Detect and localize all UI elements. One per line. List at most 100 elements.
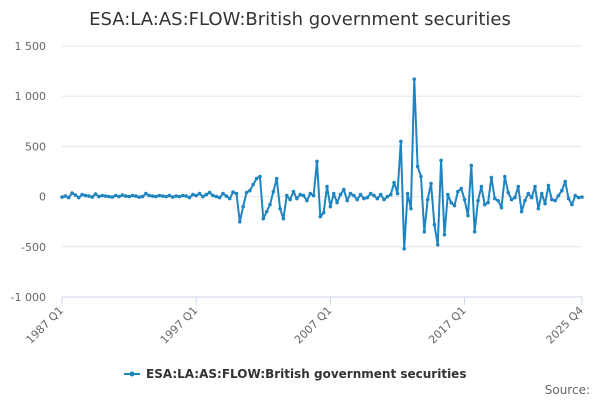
data-point[interactable] [251, 182, 256, 187]
data-point[interactable] [526, 191, 531, 196]
data-point[interactable] [144, 191, 148, 196]
data-point[interactable] [556, 193, 561, 198]
data-point[interactable] [399, 139, 403, 144]
data-point[interactable] [87, 194, 91, 198]
data-point[interactable] [110, 195, 115, 199]
data-point[interactable] [117, 194, 121, 199]
data-point[interactable] [244, 190, 249, 195]
data-point[interactable] [546, 183, 551, 188]
data-point[interactable] [93, 192, 98, 196]
data-point[interactable] [305, 198, 309, 203]
data-point[interactable] [180, 193, 185, 198]
data-point[interactable] [274, 176, 279, 181]
data-point[interactable] [107, 194, 111, 199]
data-point[interactable] [378, 192, 383, 197]
data-point[interactable] [439, 158, 443, 163]
data-point[interactable] [409, 206, 413, 211]
data-point[interactable] [258, 174, 262, 179]
data-point[interactable] [402, 247, 406, 251]
data-point[interactable] [325, 184, 329, 189]
data-point[interactable] [385, 194, 390, 199]
data-point[interactable] [492, 196, 497, 201]
data-point[interactable] [533, 184, 537, 189]
data-point[interactable] [496, 198, 500, 203]
data-point[interactable] [506, 190, 510, 195]
data-point[interactable] [76, 195, 81, 200]
data-point[interactable] [429, 181, 433, 186]
data-point[interactable] [576, 195, 581, 200]
data-point[interactable] [513, 195, 517, 200]
data-point[interactable] [355, 197, 360, 202]
data-point[interactable] [352, 193, 356, 198]
data-point[interactable] [523, 198, 527, 203]
data-point[interactable] [66, 195, 71, 200]
data-point[interactable] [150, 194, 155, 198]
data-point[interactable] [550, 197, 554, 202]
data-point[interactable] [543, 201, 547, 206]
data-point[interactable] [331, 191, 336, 196]
data-point[interactable] [348, 191, 353, 196]
data-point[interactable] [342, 187, 346, 192]
data-point[interactable] [211, 193, 215, 198]
data-point[interactable] [90, 195, 94, 199]
legend-label[interactable]: ESA:LA:AS:FLOW:British government securi… [146, 367, 466, 381]
data-point[interactable] [486, 200, 490, 205]
data-point[interactable] [271, 189, 276, 194]
data-point[interactable] [301, 193, 306, 198]
data-point[interactable] [194, 193, 198, 198]
data-point[interactable] [261, 216, 266, 221]
data-point[interactable] [382, 197, 386, 202]
data-point[interactable] [160, 194, 165, 198]
data-point[interactable] [197, 191, 202, 196]
data-point[interactable] [338, 192, 343, 197]
data-point[interactable] [358, 192, 363, 197]
data-point[interactable] [207, 190, 212, 195]
data-point[interactable] [97, 194, 101, 199]
data-point[interactable] [328, 204, 333, 209]
data-point[interactable] [167, 193, 172, 198]
data-point[interactable] [570, 202, 574, 207]
data-point[interactable] [516, 184, 521, 189]
data-point[interactable] [227, 196, 232, 201]
data-point[interactable] [476, 198, 480, 203]
data-point[interactable] [566, 196, 571, 201]
data-point[interactable] [368, 191, 373, 196]
data-point[interactable] [140, 194, 145, 199]
data-point[interactable] [281, 216, 286, 221]
data-point[interactable] [127, 194, 131, 199]
data-point[interactable] [154, 194, 158, 199]
data-point[interactable] [264, 209, 269, 214]
data-point[interactable] [553, 198, 557, 203]
data-point[interactable] [462, 197, 467, 202]
data-point[interactable] [335, 200, 339, 205]
data-point[interactable] [191, 192, 195, 197]
data-point[interactable] [405, 191, 410, 196]
data-point[interactable] [466, 213, 470, 218]
data-point[interactable] [560, 188, 564, 193]
data-point[interactable] [442, 232, 447, 237]
data-point[interactable] [573, 193, 578, 198]
data-point[interactable] [425, 197, 430, 202]
data-point[interactable] [221, 191, 225, 196]
data-point[interactable] [392, 180, 396, 185]
data-point[interactable] [170, 195, 175, 199]
data-point[interactable] [204, 192, 209, 197]
data-point[interactable] [580, 195, 584, 199]
data-point[interactable] [184, 194, 188, 198]
data-point[interactable] [248, 188, 252, 193]
data-point[interactable] [362, 196, 366, 201]
data-point[interactable] [177, 194, 182, 199]
data-point[interactable] [238, 219, 242, 224]
data-point[interactable] [472, 229, 477, 234]
data-point[interactable] [241, 204, 245, 209]
data-point[interactable] [536, 206, 541, 211]
data-point[interactable] [113, 193, 118, 198]
data-point[interactable] [147, 193, 152, 198]
data-point[interactable] [278, 206, 282, 211]
data-point[interactable] [435, 242, 440, 247]
data-point[interactable] [503, 174, 507, 179]
data-point[interactable] [123, 194, 128, 198]
data-point[interactable] [499, 205, 504, 210]
data-point[interactable] [395, 191, 400, 196]
data-point[interactable] [469, 163, 474, 168]
